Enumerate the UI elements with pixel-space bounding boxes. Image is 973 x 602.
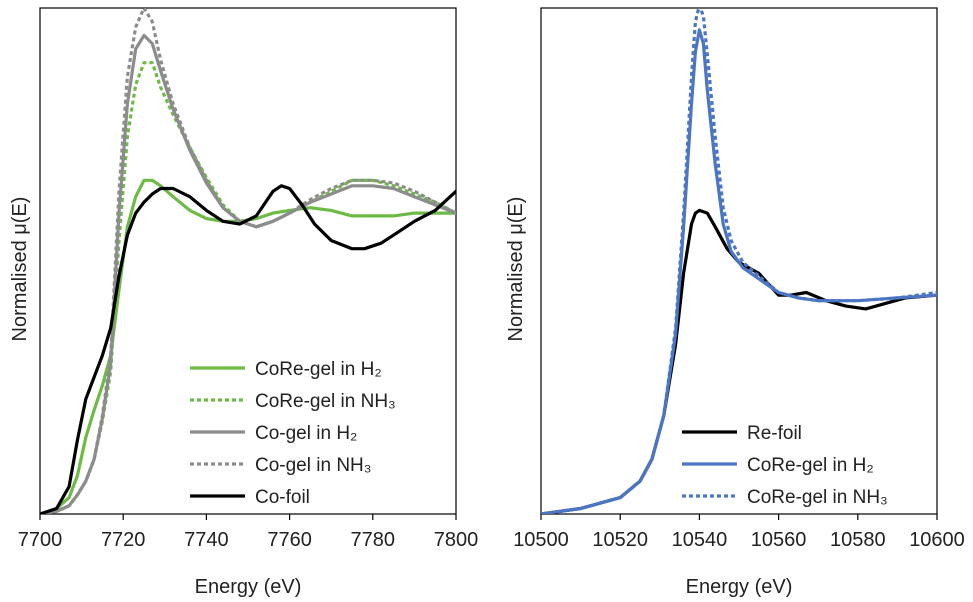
x-tick-label: 7800 (434, 529, 479, 551)
series-line-1 (541, 28, 937, 514)
series-line-2 (541, 8, 937, 514)
x-tick-label: 7740 (184, 529, 229, 551)
legend-label: CoRe-gel in H₂ (255, 359, 382, 380)
x-tick-label: 10560 (751, 529, 807, 551)
x-tick-label: 7780 (351, 529, 396, 551)
x-axis-title: Energy (eV) (195, 576, 302, 598)
x-tick-label: 10580 (830, 529, 886, 551)
legend: CoRe-gel in H₂ CoRe-gel in NH₃ Co-gel in H… (190, 359, 396, 508)
plot-frame (540, 7, 938, 515)
legend-label: CoRe-gel in NH₃ (747, 487, 888, 508)
series-line-2 (40, 33, 456, 514)
x-tick-label: 10520 (592, 529, 648, 551)
legend-label: Co-gel in H₂ (255, 423, 357, 444)
panel-re-l3-edge: 10500 10520 10540 10560 10580 10600 Energy (eV… (505, 7, 965, 598)
legend-label: Co-foil (255, 487, 310, 508)
legend-label: Co-gel in NH₃ (255, 455, 372, 476)
series-line-0 (40, 178, 456, 514)
x-tick-label: 10600 (909, 529, 965, 551)
y-axis-title: Normalised μ(E) (9, 197, 31, 342)
series-line-4 (40, 184, 456, 514)
y-axis-title: Normalised μ(E) (505, 197, 527, 342)
legend-label: CoRe-gel in H₂ (747, 455, 874, 476)
legend-label: Re-foil (747, 423, 802, 444)
legend-label: CoRe-gel in NH₃ (255, 391, 396, 412)
x-axis-title: Energy (eV) (686, 576, 793, 598)
series-line-3 (40, 8, 456, 514)
x-tick-label: 7700 (18, 529, 63, 551)
series-line-1 (40, 61, 456, 514)
x-tick-label: 7720 (101, 529, 146, 551)
x-tick-label: 10500 (513, 529, 569, 551)
x-tick-label: 10540 (672, 529, 728, 551)
plot-frame (39, 7, 457, 515)
series-line-0 (541, 208, 937, 514)
x-tick-label: 7760 (267, 529, 312, 551)
panel-co-k-edge: 7700 7720 7740 7760 7780 7800 Energy (eV) Norma… (9, 7, 479, 598)
legend: Re-foil CoRe-gel in H₂ CoRe-gel in NH₃ (682, 423, 888, 508)
